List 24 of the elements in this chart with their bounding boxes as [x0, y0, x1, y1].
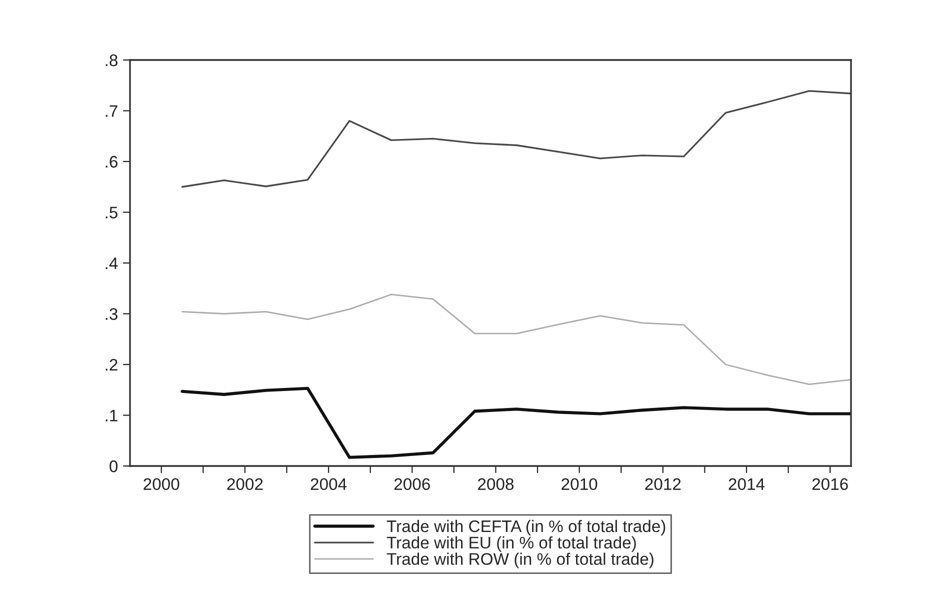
y-tick-label: .6 — [106, 156, 118, 168]
x-tick-label: 2006 — [394, 478, 430, 490]
y-tick-label: .1 — [106, 410, 118, 422]
y-tick-label: .3 — [106, 308, 118, 320]
y-tick-label: 0 — [110, 460, 118, 472]
x-tick-label: 2016 — [812, 478, 848, 490]
x-tick-label: 2014 — [728, 478, 765, 490]
legend-label: Trade with ROW (in % of total trade) — [386, 552, 654, 568]
line-series — [182, 294, 851, 385]
line-series — [180, 386, 851, 459]
y-tick-label: .2 — [106, 358, 118, 371]
x-tick-label: 2012 — [645, 478, 681, 490]
y-tick-label: .4 — [106, 258, 118, 270]
x-tick-label: 2004 — [310, 478, 347, 490]
line-series — [181, 90, 851, 188]
x-tick-label: 2010 — [562, 478, 598, 490]
legend-label: Trade with EU (in % of total trade) — [386, 536, 636, 552]
legend-label: Trade with CEFTA (in % of total trade) — [386, 520, 666, 536]
y-tick-label: .7 — [106, 105, 118, 117]
x-tick-label: 2008 — [478, 478, 514, 490]
y-tick-label: .8 — [106, 54, 118, 66]
x-tick-label: 2000 — [144, 478, 180, 490]
x-tick-label: 2002 — [227, 478, 263, 490]
y-tick-label: .5 — [106, 206, 118, 218]
